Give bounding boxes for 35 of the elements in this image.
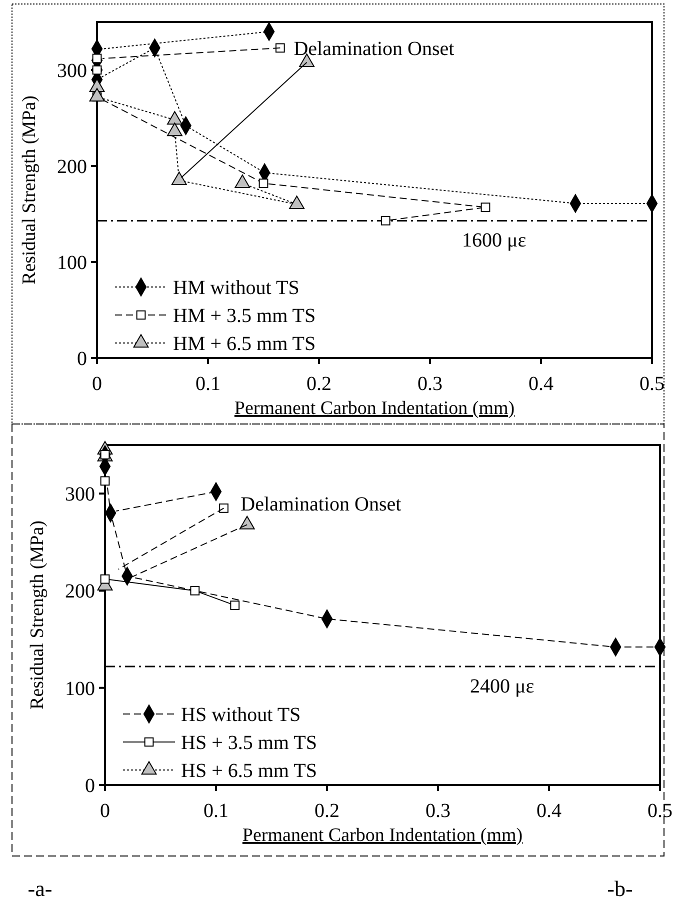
x-tick-label: 0.3	[426, 800, 450, 822]
y-tick-label: 300	[65, 484, 95, 506]
x-tick-label: 0.1	[204, 800, 228, 822]
y-axis-title: Residual Strength (MPa)	[19, 96, 40, 284]
legend-label: HS without TS	[181, 704, 301, 726]
x-axis-title: Permanent Carbon Indentation (mm)	[234, 398, 515, 419]
y-tick-label: 200	[57, 156, 87, 178]
x-tick-label: 0.5	[640, 373, 664, 395]
x-tick-label: 0.2	[306, 373, 332, 395]
x-tick-label: 0.3	[418, 373, 442, 395]
y-tick-label: 200	[65, 580, 95, 603]
annotation: Delamination Onset	[294, 38, 455, 60]
legend-label: HM without TS	[173, 277, 300, 299]
text: -a-	[28, 876, 52, 901]
y-tick-label: 0	[85, 775, 95, 797]
annotation: Delamination Onset	[240, 493, 402, 516]
x-tick-label: 0.2	[314, 800, 340, 822]
x-tick-label: 0.4	[536, 800, 562, 822]
y-tick-label: 100	[65, 678, 95, 700]
ref-line-label: 1600 με	[462, 230, 526, 252]
legend-label: HM + 3.5 mm TS	[173, 305, 316, 327]
y-tick-label: 100	[57, 252, 87, 274]
legend-label: HM + 6.5 mm TS	[173, 333, 316, 355]
legend-label: HS + 3.5 mm TS	[181, 732, 317, 754]
y-tick-label: 300	[57, 60, 87, 82]
x-tick-label: 0.1	[196, 373, 220, 395]
ref-line-label: 2400 με	[470, 675, 534, 698]
y-axis-title: Residual Strength (MPa)	[27, 520, 48, 710]
text: -b-	[607, 876, 633, 901]
x-tick-label: 0	[100, 800, 110, 822]
x-axis-title: Permanent Carbon Indentation (mm)	[242, 825, 523, 846]
y-tick-label: 0	[77, 348, 87, 370]
x-tick-label: 0.4	[528, 373, 554, 395]
x-tick-label: 0.5	[648, 800, 672, 822]
legend-label: HS + 6.5 mm TS	[181, 760, 317, 782]
